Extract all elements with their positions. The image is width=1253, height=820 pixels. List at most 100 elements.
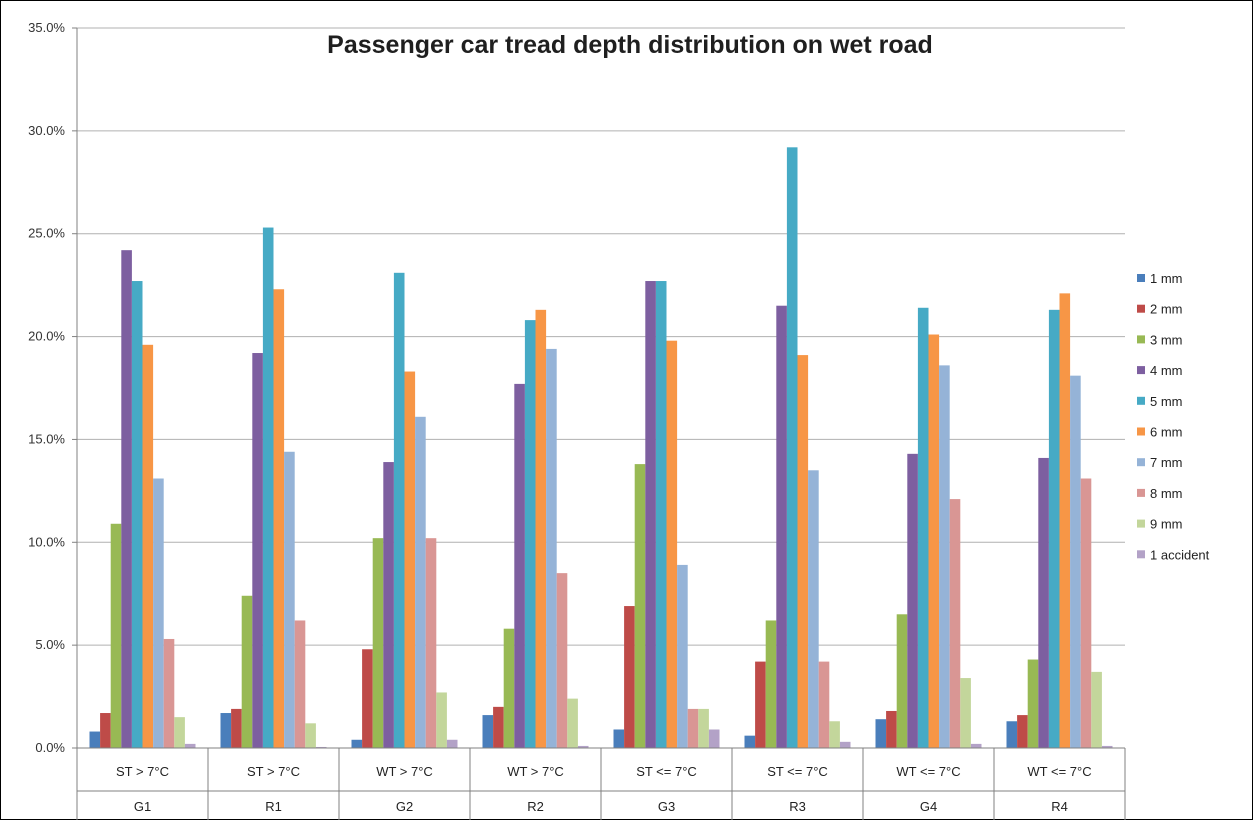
bar-1-mm xyxy=(220,713,232,748)
legend-swatch xyxy=(1137,335,1145,344)
bar-1-mm xyxy=(89,731,101,748)
bar-4-mm xyxy=(907,453,918,748)
bar-7-mm xyxy=(1070,375,1081,748)
legend-swatch xyxy=(1137,550,1145,559)
x-group-label: G4 xyxy=(920,799,937,814)
bar-3-mm xyxy=(503,628,515,748)
legend-swatch xyxy=(1137,427,1145,436)
legend: 1 mm 2 mm 3 mm 4 mm 5 mm 6 mm 7 mm 8 mm 9 mm 1 ac… xyxy=(1137,271,1210,562)
bar-5-mm xyxy=(393,272,405,748)
bar-7-mm xyxy=(415,416,426,748)
y-tick-label: 35.0% xyxy=(28,20,65,35)
x-condition-label: WT > 7°C xyxy=(376,764,433,779)
legend-label: 8 mm xyxy=(1150,486,1183,501)
bar-2-mm xyxy=(886,710,897,748)
legend-label: 1 accident xyxy=(1150,547,1210,562)
bar-6-mm xyxy=(1059,293,1071,748)
legend-swatch xyxy=(1137,488,1145,497)
bar-5-mm xyxy=(786,147,798,748)
bar-9-mm xyxy=(174,717,185,748)
bar-5-mm xyxy=(917,307,929,748)
bar-1-accident xyxy=(577,745,589,748)
x-condition-label: ST > 7°C xyxy=(116,764,169,779)
bar-7-mm xyxy=(808,470,819,748)
y-tick-label: 20.0% xyxy=(28,329,65,344)
bar-8-mm xyxy=(294,620,306,748)
bar-2-mm xyxy=(1017,715,1028,748)
legend-label: 9 mm xyxy=(1150,517,1183,532)
bar-9-mm xyxy=(567,698,578,748)
bar-6-mm xyxy=(928,334,940,748)
legend-label: 1 mm xyxy=(1150,271,1183,286)
legend-label: 2 mm xyxy=(1150,302,1183,317)
bar-8-mm xyxy=(556,573,568,748)
y-tick-label: 0.0% xyxy=(35,740,65,755)
y-tick-label: 15.0% xyxy=(28,431,65,446)
bar-1-accident xyxy=(839,741,851,748)
bar-5-mm xyxy=(524,320,536,748)
bar-1-accident xyxy=(970,743,982,748)
bar-2-mm xyxy=(755,661,766,748)
bar-4-mm xyxy=(1038,457,1049,748)
legend-label: 5 mm xyxy=(1150,394,1183,409)
bar-8-mm xyxy=(818,661,830,748)
bar-6-mm xyxy=(404,371,416,748)
bar-1-mm xyxy=(482,715,494,748)
bar-1-mm xyxy=(351,739,363,748)
x-condition-label: WT <= 7°C xyxy=(1027,764,1091,779)
bar-3-mm xyxy=(241,595,253,748)
x-group-label: R4 xyxy=(1051,799,1068,814)
bar-6-mm xyxy=(666,340,678,748)
bar-5-mm xyxy=(131,281,143,748)
bar-2-mm xyxy=(624,606,635,748)
bar-5-mm xyxy=(655,281,667,748)
bar-8-mm xyxy=(1080,478,1092,748)
x-group-label: G1 xyxy=(134,799,151,814)
y-tick-label: 30.0% xyxy=(28,123,65,138)
bar-3-mm xyxy=(110,523,122,748)
bar-3-mm xyxy=(372,538,384,748)
legend-swatch xyxy=(1137,366,1145,375)
bar-1-accident xyxy=(184,743,196,748)
x-group-label: R1 xyxy=(265,799,282,814)
bar-7-mm xyxy=(284,451,295,748)
bar-4-mm xyxy=(776,305,787,748)
bar-3-mm xyxy=(634,464,646,748)
bar-3-mm xyxy=(1027,659,1039,748)
bar-7-mm xyxy=(677,564,688,748)
bar-6-mm xyxy=(142,344,154,748)
x-group-label: G2 xyxy=(396,799,413,814)
bar-6-mm xyxy=(797,355,809,748)
legend-swatch xyxy=(1137,396,1145,405)
x-condition-label: ST <= 7°C xyxy=(636,764,697,779)
bar-9-mm xyxy=(698,708,709,748)
legend-swatch xyxy=(1137,519,1145,528)
bar-2-mm xyxy=(100,713,111,748)
y-tick-label: 5.0% xyxy=(35,637,65,652)
bar-4-mm xyxy=(383,462,394,748)
bar-8-mm xyxy=(949,499,961,748)
bar-5-mm xyxy=(1048,309,1060,748)
bar-7-mm xyxy=(546,348,557,748)
bar-4-mm xyxy=(645,281,656,748)
x-condition-label: ST <= 7°C xyxy=(767,764,828,779)
bar-9-mm xyxy=(436,692,447,748)
bar-2-mm xyxy=(362,649,373,748)
bar-1-accident xyxy=(708,729,720,748)
legend-swatch xyxy=(1137,274,1145,282)
bar-5-mm xyxy=(262,227,274,749)
bar-8-mm xyxy=(687,708,699,748)
legend-swatch xyxy=(1137,458,1145,467)
legend-label: 4 mm xyxy=(1150,363,1183,378)
x-group-label: G3 xyxy=(658,799,675,814)
x-condition-label: WT <= 7°C xyxy=(896,764,960,779)
y-tick-label: 10.0% xyxy=(28,534,65,549)
x-group-label: R2 xyxy=(527,799,544,814)
bar-1-mm xyxy=(1006,721,1018,748)
x-group-label: R3 xyxy=(789,799,806,814)
bar-8-mm xyxy=(163,638,175,748)
bar-7-mm xyxy=(939,365,950,748)
bar-2-mm xyxy=(231,708,242,748)
